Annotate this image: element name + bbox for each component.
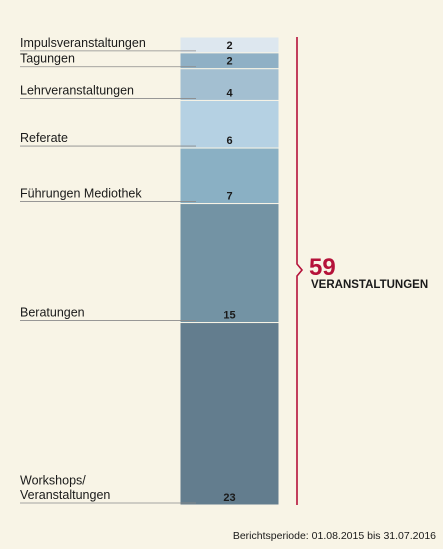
bar-segment-fuehrungen-mediothek [179,147,280,205]
category-label-fuehrungen-mediothek: Führungen Mediothek [20,187,142,201]
value-labels: 2 2 4 6 7 15 23 [223,40,235,504]
category-label-beratungen: Beratungen [20,306,85,320]
value-label-impulsveranstaltungen: 2 [226,40,232,52]
category-label-tagungen: Tagungen [20,52,75,66]
category-label-workshops-veranstaltungen: Workshops/Veranstaltungen [20,474,110,503]
total-value: 59 [309,254,336,281]
report-period-footer: Berichtsperiode: 01.08.2015 bis 31.07.20… [233,530,436,542]
value-label-beratungen: 15 [223,310,235,322]
bar-segment-workshops-veranstaltungen [179,322,280,506]
total-bracket-line [296,37,304,505]
leader-lines [20,50,196,504]
bar-segment-referate [179,99,280,149]
category-label-lehrveranstaltungen: Lehrveranstaltungen [20,83,134,97]
bar-segment-beratungen [179,203,280,324]
total-label: VERANSTALTUNGEN [311,279,428,291]
value-label-workshops-veranstaltungen: 23 [223,492,235,504]
bar-segments [179,36,280,506]
value-label-lehrveranstaltungen: 4 [226,87,233,99]
category-labels: Impulsveranstaltungen Tagungen Lehrveranst… [20,36,146,502]
category-label-impulsveranstaltungen: Impulsveranstaltungen [20,36,146,50]
value-label-tagungen: 2 [226,56,232,68]
value-label-referate: 6 [226,135,232,147]
category-label-referate: Referate [20,131,68,145]
total-bracket: 59 VERANSTALTUNGEN [296,37,428,505]
value-label-fuehrungen-mediothek: 7 [226,191,232,203]
